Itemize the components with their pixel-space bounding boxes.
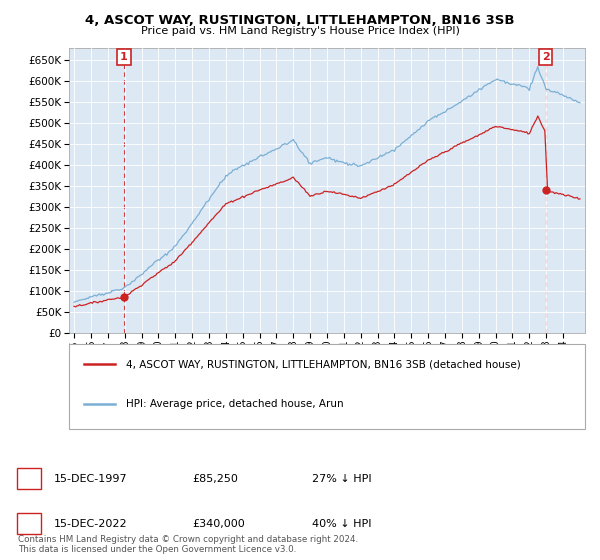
Text: Price paid vs. HM Land Registry's House Price Index (HPI): Price paid vs. HM Land Registry's House … — [140, 26, 460, 36]
Text: 1: 1 — [120, 52, 128, 62]
Text: 40% ↓ HPI: 40% ↓ HPI — [312, 519, 371, 529]
Text: 2: 2 — [26, 519, 33, 529]
Text: 4, ASCOT WAY, RUSTINGTON, LITTLEHAMPTON, BN16 3SB (detached house): 4, ASCOT WAY, RUSTINGTON, LITTLEHAMPTON,… — [126, 360, 521, 370]
Text: £340,000: £340,000 — [192, 519, 245, 529]
Text: 4, ASCOT WAY, RUSTINGTON, LITTLEHAMPTON, BN16 3SB: 4, ASCOT WAY, RUSTINGTON, LITTLEHAMPTON,… — [85, 14, 515, 27]
Text: 2: 2 — [542, 52, 550, 62]
Text: 15-DEC-2022: 15-DEC-2022 — [54, 519, 128, 529]
Text: Contains HM Land Registry data © Crown copyright and database right 2024.: Contains HM Land Registry data © Crown c… — [18, 535, 358, 544]
Text: HPI: Average price, detached house, Arun: HPI: Average price, detached house, Arun — [126, 399, 343, 409]
Text: £85,250: £85,250 — [192, 474, 238, 484]
FancyBboxPatch shape — [69, 344, 585, 430]
Text: 15-DEC-1997: 15-DEC-1997 — [54, 474, 128, 484]
Text: 1: 1 — [26, 474, 33, 484]
Text: 27% ↓ HPI: 27% ↓ HPI — [312, 474, 371, 484]
Text: This data is licensed under the Open Government Licence v3.0.: This data is licensed under the Open Gov… — [18, 545, 296, 554]
